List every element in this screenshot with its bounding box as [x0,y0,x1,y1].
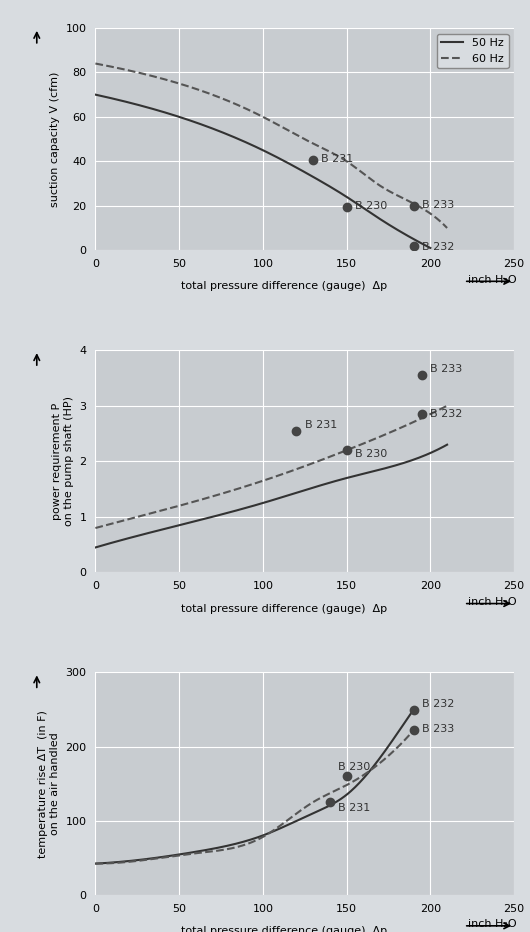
Text: B 231: B 231 [322,155,354,164]
Text: B 230: B 230 [355,449,387,459]
Text: inch H₂O: inch H₂O [468,596,517,607]
Text: B 232: B 232 [422,242,454,253]
Text: inch H₂O: inch H₂O [468,275,517,284]
Text: B 232: B 232 [430,409,463,418]
Text: total pressure difference (gauge)  Δp: total pressure difference (gauge) Δp [181,925,387,932]
Text: total pressure difference (gauge)  Δp: total pressure difference (gauge) Δp [181,604,387,613]
Text: B 233: B 233 [422,200,454,210]
Y-axis label: suction capacity V (cfm): suction capacity V (cfm) [50,72,60,207]
Legend: 50 Hz, 60 Hz: 50 Hz, 60 Hz [437,34,509,68]
Text: B 231: B 231 [305,420,337,430]
Text: B 230: B 230 [338,762,370,773]
Text: B 230: B 230 [355,201,387,211]
Text: B 233: B 233 [430,364,463,375]
Text: inch H₂O: inch H₂O [468,919,517,929]
Text: B 233: B 233 [422,724,454,734]
Y-axis label: temperature rise ΔT  (in F)
on the air handled: temperature rise ΔT (in F) on the air ha… [38,709,60,857]
Y-axis label: power requirement P
on the pump shaft (HP): power requirement P on the pump shaft (H… [52,396,74,527]
Text: B 231: B 231 [338,803,370,813]
Text: total pressure difference (gauge)  Δp: total pressure difference (gauge) Δp [181,281,387,292]
Text: B 232: B 232 [422,699,454,709]
